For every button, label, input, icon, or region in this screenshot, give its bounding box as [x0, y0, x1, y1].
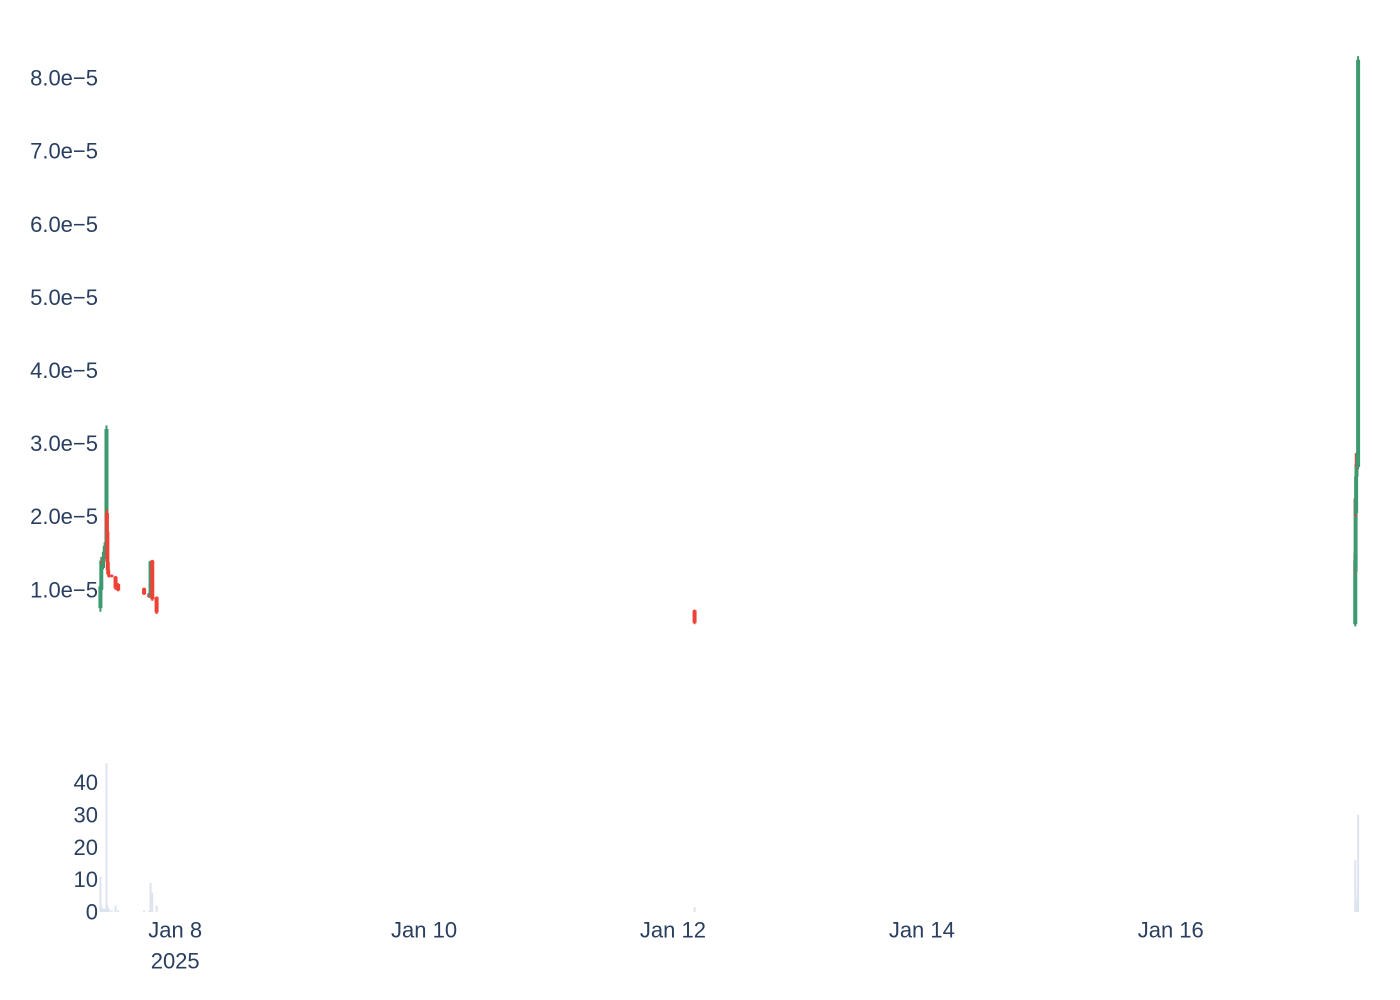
volume-bar: [155, 905, 158, 912]
price-tick-label: 1.0e−5: [30, 577, 98, 602]
price-tick-label: 8.0e−5: [30, 66, 98, 91]
candle-body: [109, 575, 114, 577]
volume-bar: [149, 882, 152, 912]
candle-body: [692, 610, 697, 623]
candle-body: [116, 583, 121, 591]
candle-decreasing: [116, 583, 121, 592]
candle-decreasing: [109, 574, 114, 578]
price-tick-label: 7.0e−5: [30, 139, 98, 164]
candle-body: [105, 531, 110, 563]
candle-decreasing: [692, 609, 697, 625]
date-tick-label: Jan 8: [148, 918, 202, 943]
candle-body: [142, 588, 147, 595]
candle-body: [101, 551, 106, 560]
volume-bar: [148, 910, 151, 912]
candle-decreasing: [107, 573, 112, 578]
price-tick-label: 5.0e−5: [30, 285, 98, 310]
volume-tick-label: 40: [74, 770, 98, 795]
candle-decreasing: [105, 529, 110, 565]
candle-body: [1356, 59, 1361, 467]
candle-body: [1354, 464, 1359, 477]
date-tick-sublabel: 2025: [151, 949, 200, 974]
candle-body: [98, 586, 103, 609]
candle-body: [113, 576, 118, 589]
candle-body: [154, 597, 159, 613]
volume-bars: [99, 763, 1360, 912]
volume-tick-label: 20: [74, 835, 98, 860]
candle-body: [105, 562, 110, 571]
candle-body: [99, 560, 104, 590]
candle-increasing: [1356, 56, 1361, 470]
date-tick-label: Jan 16: [1138, 918, 1204, 943]
price-tick-label: 3.0e−5: [30, 431, 98, 456]
volume-bar: [1357, 814, 1360, 912]
candle-body: [150, 560, 155, 600]
volume-bar: [693, 907, 696, 912]
candle-decreasing: [150, 559, 155, 601]
volume-tick-label: 30: [74, 802, 98, 827]
price-candles: [98, 56, 1361, 627]
volume-bar: [105, 763, 108, 912]
candle-body: [107, 575, 112, 577]
candle-body: [104, 428, 109, 543]
volume-bar: [108, 908, 111, 912]
date-tick-label: Jan 12: [640, 918, 706, 943]
candle-decreasing: [154, 596, 159, 614]
price-tick-label: 6.0e−5: [30, 212, 98, 237]
candle-decreasing: [113, 575, 118, 590]
candle-body: [106, 570, 111, 575]
volume-bar: [99, 876, 102, 912]
volume-tick-label: 0: [86, 900, 98, 925]
volume-axis: 0 10 20 30 40: [74, 770, 98, 924]
candle-body: [1354, 476, 1359, 514]
candle-body: [1353, 498, 1358, 572]
date-tick-label: Jan 14: [889, 918, 955, 943]
price-tick-label: 4.0e−5: [30, 358, 98, 383]
volume-bar: [110, 910, 113, 912]
price-tick-label: 2.0e−5: [30, 504, 98, 529]
date-axis: Jan 8 2025 Jan 10 Jan 12 Jan 14 Jan 16: [148, 918, 1204, 974]
volume-bar: [151, 892, 154, 912]
candle-decreasing: [142, 587, 147, 595]
candle-body: [101, 559, 106, 568]
volume-bar: [114, 905, 117, 912]
volume-bar: [143, 910, 146, 912]
candle-body: [1353, 560, 1358, 625]
volume-tick-label: 10: [74, 867, 98, 892]
date-tick-label: Jan 10: [391, 918, 457, 943]
volume-bar: [117, 910, 120, 912]
price-axis: 1.0e−5 2.0e−5 3.0e−5 4.0e−5 5.0e−5 6.0e−5 7.0e…: [30, 66, 98, 603]
candle-body: [104, 513, 109, 532]
